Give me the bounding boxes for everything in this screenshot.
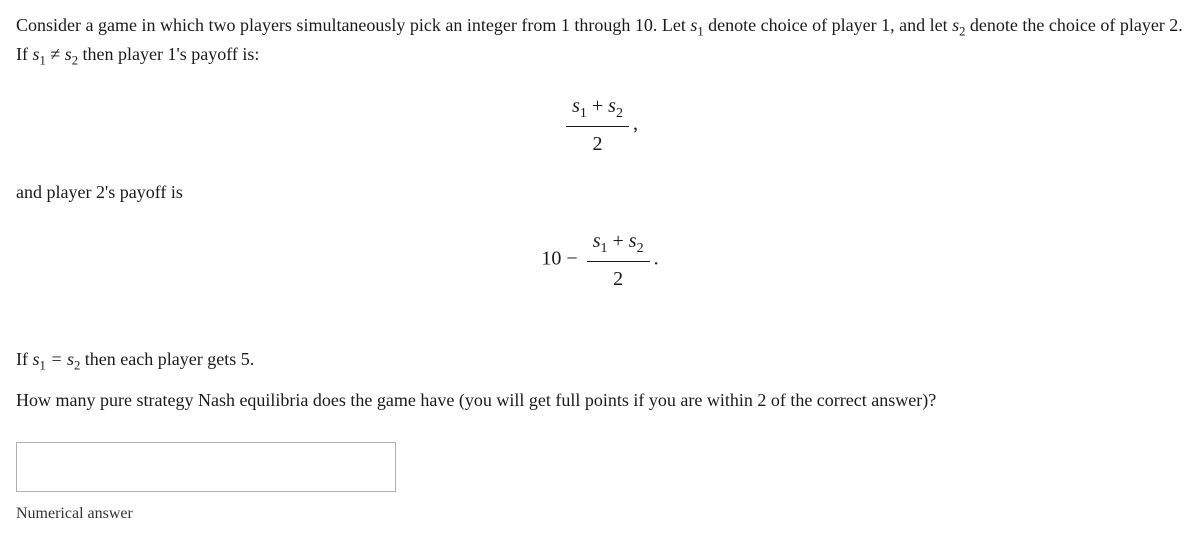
fraction-2: s1 + s2 2 — [587, 226, 650, 294]
question-paragraph-2: and player 2's payoff is — [16, 179, 1184, 206]
formula-trail: . — [654, 248, 659, 270]
variable-s1: s1 — [690, 15, 703, 35]
question-paragraph-1: Consider a game in which two players sim… — [16, 12, 1184, 71]
variable-s2: s2 — [952, 15, 965, 35]
question-prompt: How many pure strategy Nash equilibria d… — [16, 387, 1184, 414]
answer-label: Numerical answer — [16, 502, 1184, 526]
equality-expr: s1 = s2 — [33, 349, 81, 369]
question-paragraph-3: If s1 = s2 then each player gets 5. — [16, 346, 1184, 375]
formula-player1-payoff: s1 + s2 2 , — [16, 91, 1184, 159]
formula-trail: , — [633, 113, 638, 135]
answer-input[interactable] — [16, 442, 396, 492]
text-segment: denote choice of player 1, and let — [704, 15, 952, 35]
inequality-expr: s1 ≠ s2 — [33, 44, 79, 64]
text-segment: If — [16, 349, 33, 369]
text-segment: then player 1's payoff is: — [78, 44, 259, 64]
text-segment: then each player gets 5. — [80, 349, 254, 369]
formula-player2-payoff: 10 − s1 + s2 2 . — [16, 226, 1184, 294]
text-segment: Consider a game in which two players sim… — [16, 15, 690, 35]
fraction-1: s1 + s2 2 — [566, 91, 629, 159]
formula-lead: 10 − — [541, 248, 582, 270]
